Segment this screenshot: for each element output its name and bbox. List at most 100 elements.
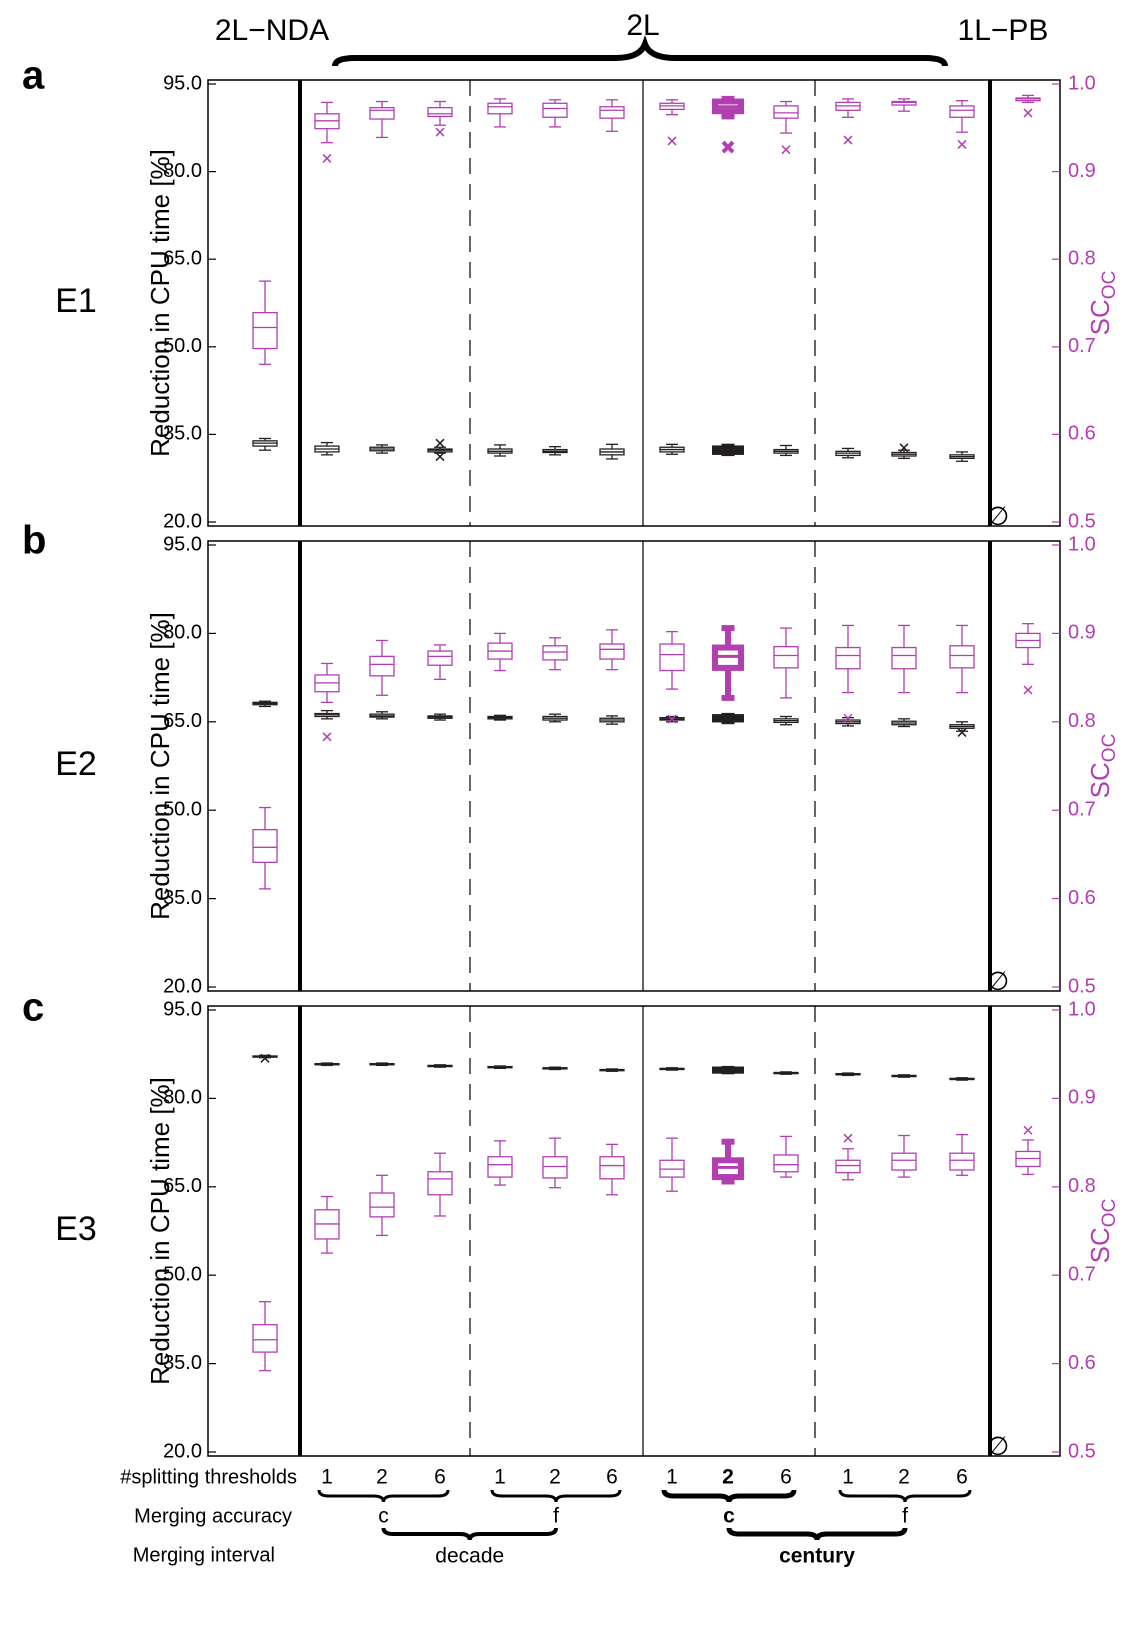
y2-tick-label: 0.7 — [1068, 798, 1096, 820]
category-brace — [661, 1489, 797, 1503]
y2-tick-label: 0.7 — [1068, 335, 1096, 357]
box — [835, 646, 861, 670]
y-tick-label: 95.0 — [163, 72, 202, 94]
box — [427, 107, 453, 118]
y-tick-label: 65.0 — [163, 710, 202, 732]
y-tick-label: 95.0 — [163, 533, 202, 555]
y2-axis-label-subscript: OC — [1099, 271, 1120, 300]
top-brace — [332, 35, 948, 67]
box — [427, 650, 453, 666]
y2-tick-label: 0.8 — [1068, 710, 1096, 732]
box — [427, 1171, 453, 1196]
threshold-label: 1 — [494, 1466, 506, 1489]
box — [773, 646, 799, 669]
threshold-label: 2 — [898, 1466, 910, 1489]
accuracy-label: c — [723, 1505, 735, 1528]
outlier — [957, 139, 967, 149]
y2-tick-label: 0.6 — [1068, 887, 1096, 909]
outlier — [667, 714, 677, 724]
panel-letter: a — [22, 54, 45, 98]
box — [949, 645, 975, 669]
box — [369, 107, 395, 120]
outlier — [1023, 685, 1033, 695]
box — [773, 1154, 799, 1173]
y-axis-label: Reduction in CPU time [%] — [145, 149, 175, 457]
y2-axis-label: SCOC — [1085, 1199, 1120, 1264]
threshold-label: 6 — [606, 1466, 618, 1489]
row-label: Merging interval — [133, 1544, 275, 1566]
interval-label: decade — [435, 1545, 504, 1568]
y2-axis-label-main: SC — [1085, 299, 1115, 335]
box — [369, 655, 395, 677]
plot-frame — [207, 540, 1061, 992]
y2-tick-label: 1.0 — [1068, 533, 1096, 555]
y-tick-label: 20.0 — [163, 510, 202, 532]
box — [542, 102, 568, 118]
accuracy-label: f — [553, 1505, 559, 1528]
y-tick-label: 50.0 — [163, 798, 202, 820]
top-label: 2L−NDA — [215, 14, 329, 47]
panel-label: E3 — [55, 1210, 97, 1248]
y2-axis-label: SCOC — [1085, 271, 1120, 336]
y-tick-label: 65.0 — [163, 247, 202, 269]
threshold-label: 1 — [666, 1466, 678, 1489]
threshold-label: 6 — [780, 1466, 792, 1489]
y2-tick-label: 0.6 — [1068, 423, 1096, 445]
threshold-label: 6 — [434, 1466, 446, 1489]
plot-frame — [207, 79, 1061, 527]
panel-letter: b — [22, 519, 46, 563]
outlier — [435, 452, 445, 462]
top-label: 1L−PB — [958, 14, 1049, 47]
category-brace — [490, 1489, 622, 1503]
box — [369, 1192, 395, 1218]
outlier — [667, 136, 677, 146]
empty-symbol: ∅ — [987, 966, 1010, 996]
y-tick-label: 50.0 — [163, 335, 202, 357]
outlier — [781, 145, 791, 155]
threshold-label: 6 — [956, 1466, 968, 1489]
y2-tick-label: 0.9 — [1068, 1087, 1096, 1109]
box — [949, 105, 975, 118]
outlier — [721, 140, 735, 154]
box — [487, 1156, 513, 1178]
box — [891, 100, 917, 106]
box — [599, 1156, 625, 1180]
box — [252, 1324, 278, 1353]
y-tick-label: 95.0 — [163, 998, 202, 1020]
box — [891, 646, 917, 670]
y2-tick-label: 1.0 — [1068, 72, 1096, 94]
box — [542, 645, 568, 661]
outlier — [322, 732, 332, 742]
y2-tick-label: 0.9 — [1068, 160, 1096, 182]
y-tick-label: 35.0 — [163, 1352, 202, 1374]
y2-axis-label-subscript: OC — [1099, 1199, 1120, 1228]
box — [659, 643, 685, 672]
interval-label: century — [779, 1545, 855, 1568]
y-tick-label: 50.0 — [163, 1263, 202, 1285]
outlier — [1023, 108, 1033, 118]
accuracy-label: c — [378, 1505, 389, 1528]
y2-tick-label: 1.0 — [1068, 998, 1096, 1020]
outlier — [843, 1133, 853, 1143]
row-label: Merging accuracy — [134, 1505, 292, 1527]
y-tick-label: 80.0 — [163, 160, 202, 182]
y2-tick-label: 0.7 — [1068, 1263, 1096, 1285]
y-axis-label: Reduction in CPU time [%] — [145, 612, 175, 920]
threshold-label: 2 — [376, 1466, 388, 1489]
plot-frame — [207, 1005, 1061, 1457]
box — [835, 1159, 861, 1174]
outlier — [843, 135, 853, 145]
category-brace — [317, 1489, 450, 1503]
threshold-label: 1 — [321, 1466, 333, 1489]
y2-axis-label-main: SC — [1085, 762, 1115, 798]
outlier — [957, 727, 967, 737]
row-label: #splitting thresholds — [120, 1466, 297, 1488]
box — [949, 1152, 975, 1171]
box — [487, 102, 513, 115]
outlier — [260, 1053, 270, 1063]
category-brace — [381, 1527, 558, 1541]
box — [891, 1152, 917, 1171]
top-label: 2L — [626, 9, 659, 42]
y-tick-label: 35.0 — [163, 887, 202, 909]
y2-axis-label-subscript: OC — [1099, 734, 1120, 763]
